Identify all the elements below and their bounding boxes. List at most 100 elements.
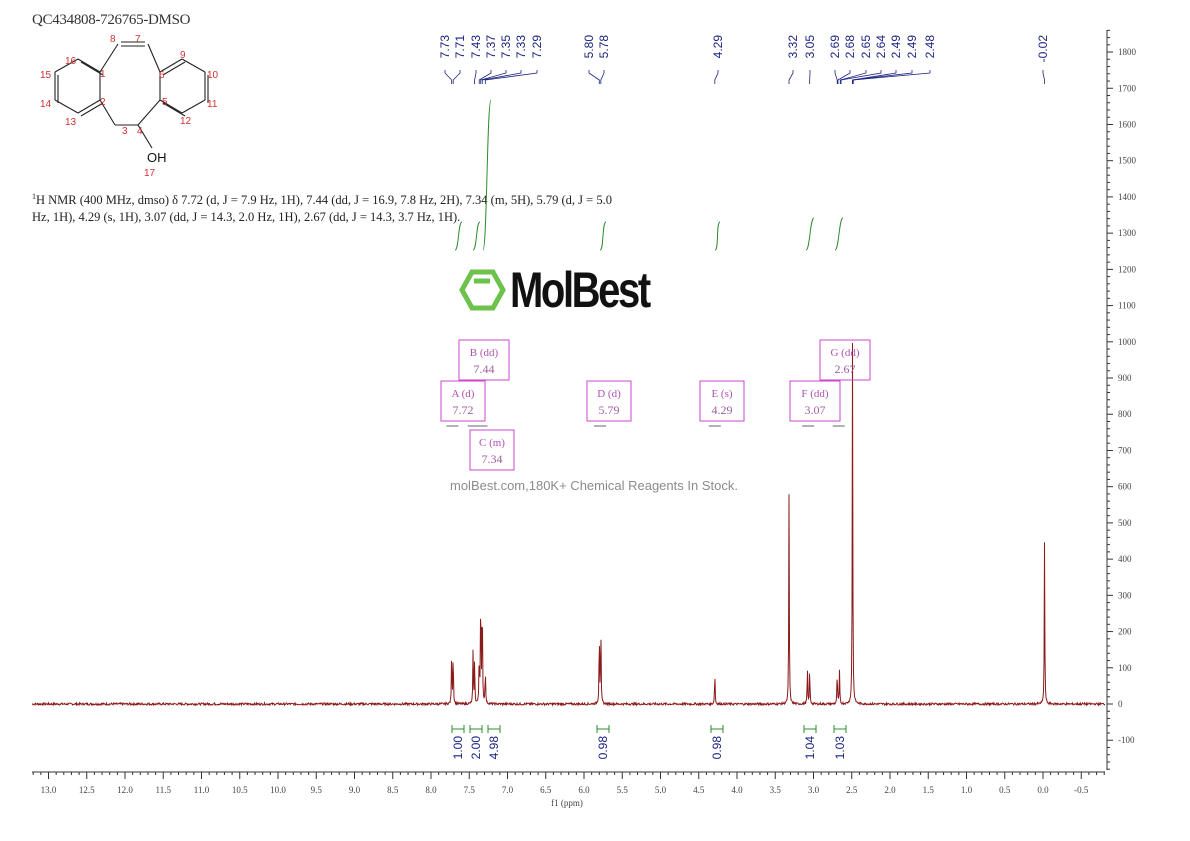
peak-label: 2.68: [843, 35, 857, 59]
y-tick-label: 0: [1118, 699, 1123, 709]
peak-label-connector: [478, 70, 492, 84]
bond: [77, 58, 101, 73]
bond: [181, 99, 206, 114]
y-tick-label: 600: [1118, 482, 1132, 492]
x-tick-label: 2.5: [846, 785, 858, 795]
peak-label: 7.33: [514, 35, 528, 59]
x-tick-label: 7.5: [464, 785, 476, 795]
x-tick-label: 8.5: [387, 785, 399, 795]
bond: [147, 43, 161, 73]
peak-label: 7.35: [499, 35, 513, 59]
integral-value: 0.98: [710, 736, 724, 760]
integral-value: 4.98: [487, 736, 501, 760]
y-tick-label: 1300: [1118, 228, 1137, 238]
x-tick-label: 5.5: [617, 785, 629, 795]
multiplet-box: [458, 339, 510, 381]
bond: [77, 99, 101, 114]
multiplet-shift: 2.67: [835, 362, 856, 376]
sample-id: QC434808-726765-DMSO: [32, 12, 191, 28]
peak-label: 7.73: [438, 35, 452, 59]
peak-label: 4.29: [711, 35, 725, 59]
multiplet-box: [819, 339, 871, 381]
y-tick-label: 800: [1118, 409, 1132, 419]
multiplet-shift: 7.44: [474, 362, 495, 376]
peak-label: 7.71: [453, 35, 467, 59]
x-tick-label: -0.5: [1074, 785, 1089, 795]
bond: [54, 99, 79, 114]
y-tick-label: 500: [1118, 518, 1132, 528]
x-tick-label: 12.0: [117, 785, 133, 795]
multiplet-box: [440, 380, 486, 422]
y-tick-label: 1200: [1118, 264, 1137, 274]
double-bond-line: [162, 61, 186, 76]
bond: [137, 99, 161, 126]
bond: [99, 43, 119, 73]
x-tick-label: 13.0: [41, 785, 57, 795]
peak-label: 3.05: [803, 35, 817, 59]
peak-label: 7.29: [530, 35, 544, 59]
watermark-logo: MolBest: [510, 262, 651, 318]
y-tick-label: 700: [1118, 445, 1132, 455]
peak-label-connector: [484, 70, 538, 84]
y-tick-label: 900: [1118, 373, 1132, 383]
peak-label-connector: [452, 70, 461, 84]
hydroxyl-label: OH: [147, 150, 167, 165]
peak-label: 2.69: [828, 35, 842, 59]
atom-number-13: 13: [65, 117, 77, 128]
peak-label: 2.49: [905, 35, 919, 59]
peak-label-connector: [444, 70, 453, 84]
bond: [181, 58, 206, 73]
x-tick-label: 0.5: [999, 785, 1011, 795]
multiplet-label: A (d): [452, 388, 475, 400]
bond: [159, 99, 183, 114]
double-bond-line: [80, 61, 104, 76]
x-tick-label: 10.0: [270, 785, 286, 795]
peak-label-connector: [852, 70, 913, 84]
integral-curve: [472, 221, 481, 251]
peak-label-connector: [714, 70, 719, 84]
integral-value: 1.04: [803, 736, 817, 760]
x-tick-label: 2.0: [884, 785, 896, 795]
x-tick-label: 0.0: [1037, 785, 1049, 795]
multiplet-label: D (d): [597, 388, 621, 400]
multiplet-label: C (m): [479, 437, 505, 449]
peak-label-connector: [834, 70, 838, 84]
multiplet-shift: 3.07: [805, 403, 826, 417]
peak-label: 2.64: [874, 35, 888, 59]
peak-label: 3.32: [786, 35, 800, 59]
multiplet-box: [586, 380, 632, 422]
peak-label: 2.49: [889, 35, 903, 59]
hexagon: [459, 269, 506, 311]
x-axis-label: f1 (ppm): [551, 798, 583, 808]
atom-number-14: 14: [40, 99, 52, 110]
integral-curve: [834, 217, 844, 251]
y-tick-label: 300: [1118, 590, 1132, 600]
peak-label-connector: [837, 70, 851, 84]
y-tick-label: 1400: [1118, 192, 1137, 202]
x-tick-label: 8.0: [425, 785, 437, 795]
integral-curve: [805, 217, 815, 251]
spectrum-line: [31, 342, 1106, 707]
multiplet-shift: 7.34: [482, 452, 503, 466]
peak-label-connector: [839, 70, 867, 84]
x-tick-label: 9.5: [311, 785, 323, 795]
y-tick-label: 1100: [1118, 301, 1136, 311]
peak-label: 5.80: [582, 35, 596, 59]
multiplet-box: [469, 429, 515, 471]
y-tick-label: 1000: [1118, 337, 1137, 347]
integral-value: 1.00: [451, 736, 465, 760]
bond: [137, 124, 153, 149]
atom-number-12: 12: [180, 116, 192, 127]
integral-value: 1.03: [833, 736, 847, 760]
bond: [99, 99, 116, 126]
y-tick-label: 1700: [1118, 83, 1137, 93]
y-tick-label: 1800: [1118, 47, 1137, 57]
multiplet-box: [699, 380, 745, 422]
peak-label-connector: [481, 70, 522, 84]
x-tick-label: 6.5: [540, 785, 552, 795]
integral-value: 0.98: [596, 736, 610, 760]
atom-number-9: 9: [180, 50, 186, 61]
bond: [159, 58, 183, 73]
nmr-text: H NMR (400 MHz, dmso) δ 7.72 (d, J = 7.9…: [32, 193, 612, 225]
peak-label: 2.65: [859, 35, 873, 59]
